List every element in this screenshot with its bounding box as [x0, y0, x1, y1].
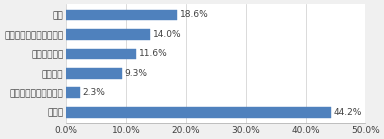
Text: 9.3%: 9.3%: [125, 69, 148, 78]
Text: 44.2%: 44.2%: [334, 108, 362, 117]
Text: 2.3%: 2.3%: [83, 88, 106, 97]
Text: 18.6%: 18.6%: [180, 10, 209, 19]
Text: 14.0%: 14.0%: [153, 30, 182, 39]
Bar: [66, 107, 331, 118]
Bar: [66, 29, 150, 40]
Bar: [66, 49, 136, 59]
Bar: [66, 87, 80, 98]
Text: 11.6%: 11.6%: [139, 49, 167, 58]
Bar: [66, 68, 122, 79]
Bar: [66, 10, 177, 20]
